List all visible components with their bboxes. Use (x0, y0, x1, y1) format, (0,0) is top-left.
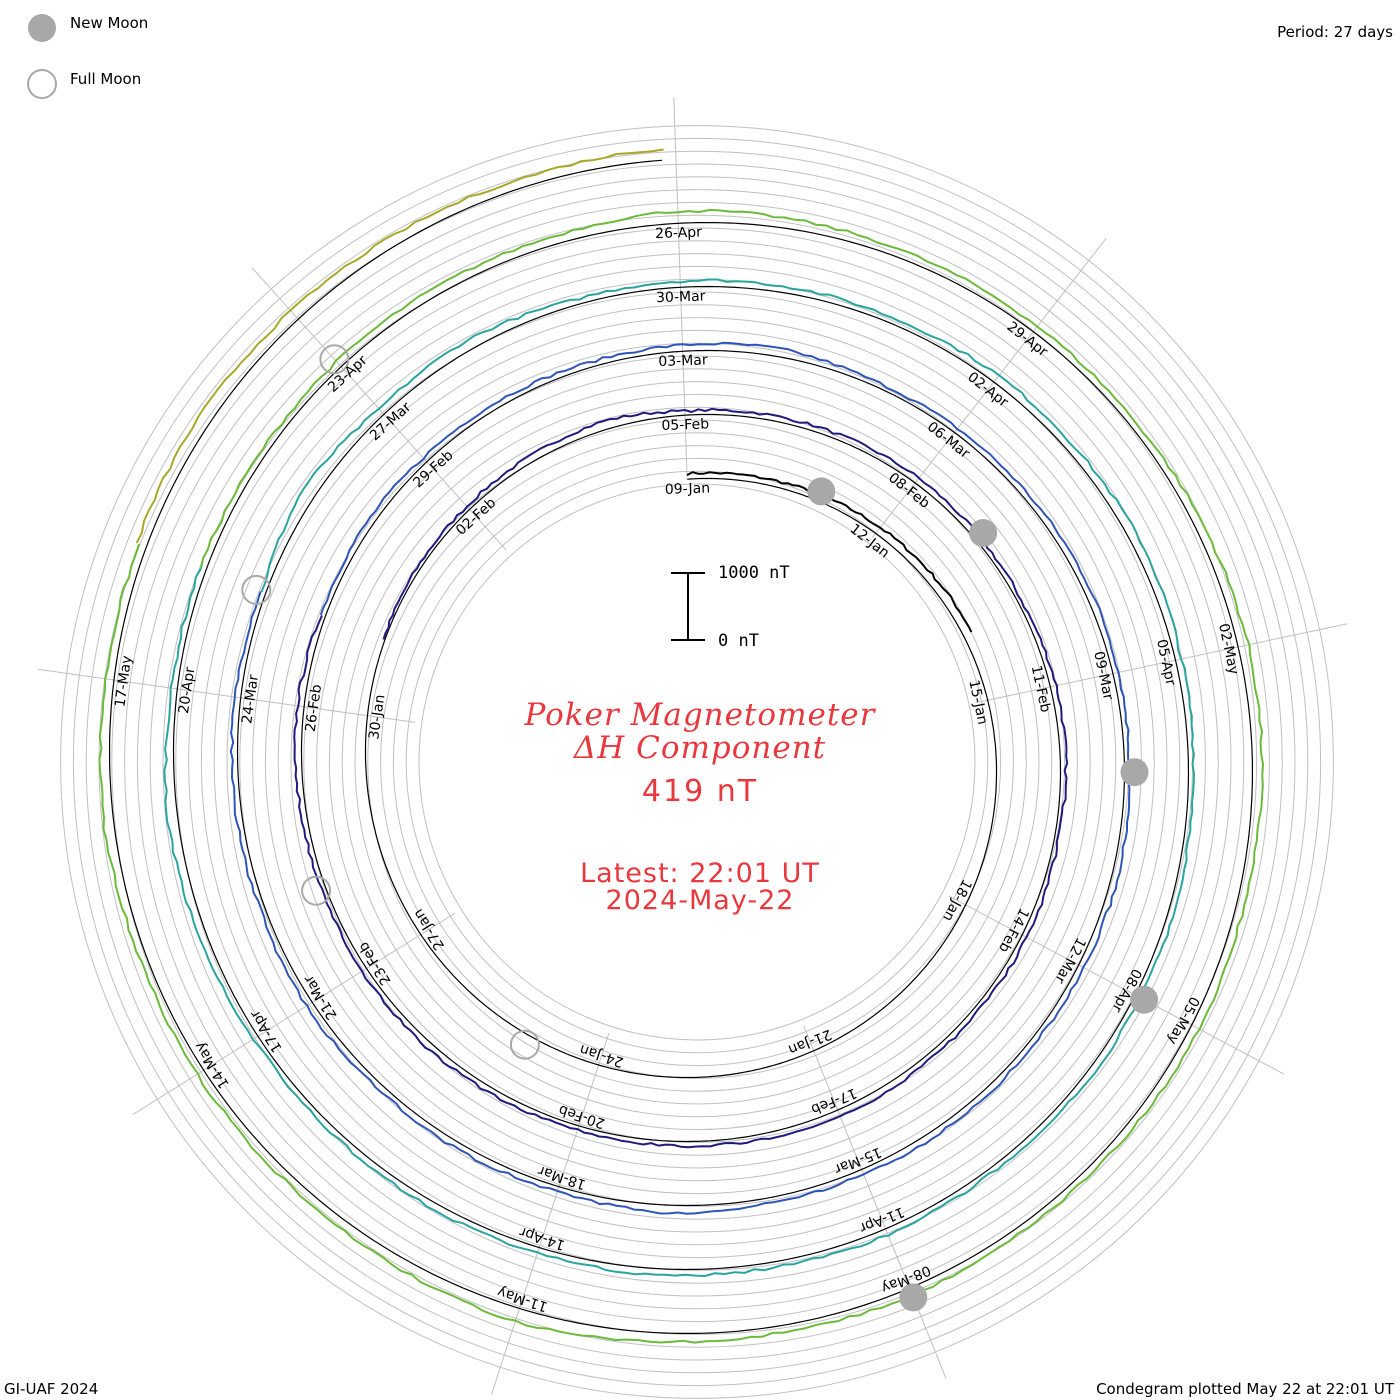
date-label: 20-Apr (176, 666, 198, 715)
new-moon-legend-icon (28, 14, 56, 42)
legend-new-moon-label: New Moon (70, 14, 149, 32)
date-label: 29-Feb (410, 447, 456, 491)
legend-markers (27, 14, 57, 99)
legend-full-moon-label: Full Moon (70, 70, 142, 88)
grid-ring (354, 419, 1040, 1105)
credit-label: GI-UAF 2024 (4, 1380, 99, 1398)
current-value: 419 nT (641, 774, 759, 809)
new-moon-marker (1120, 758, 1149, 787)
date-label: 05-May (1164, 994, 1202, 1047)
grid-ring (277, 342, 1117, 1182)
grid-ring (316, 381, 1078, 1143)
full-moon-marker (319, 344, 350, 375)
new-moon-marker (807, 477, 836, 506)
series-trace-5 (98, 208, 1264, 1344)
latest-date: 2024-May-22 (605, 885, 795, 916)
date-label: 03-Mar (658, 352, 708, 370)
baseline-spiral (109, 159, 1253, 1334)
grid-ring (72, 137, 1322, 1387)
period-label: Period: 27 days (1277, 23, 1393, 41)
grid-ring (341, 406, 1053, 1118)
spoke-line (38, 668, 415, 723)
grid-ring (60, 125, 1334, 1399)
scale-bar (671, 572, 705, 641)
scale-top-label: 1000 nT (718, 563, 790, 583)
grid-ring (239, 304, 1155, 1220)
grid-ring (380, 445, 1014, 1079)
date-label: 02-Feb (453, 495, 499, 539)
new-moon-marker (1130, 985, 1159, 1014)
grid-ring (392, 457, 1002, 1067)
grid-ring (367, 432, 1027, 1092)
chart-title: Poker Magnetometer (524, 697, 876, 733)
latest-time: Latest: 22:01 UT (580, 858, 820, 889)
grid-ring (175, 240, 1219, 1284)
grid-ring (290, 355, 1104, 1169)
date-label: 05-Feb (661, 416, 709, 434)
spoke-line (975, 623, 1348, 704)
grid-ring (328, 393, 1066, 1131)
spoke-line (132, 912, 456, 1115)
date-label: 12-Mar (1051, 935, 1088, 986)
grid-ring (136, 201, 1258, 1323)
date-labels: 09-Jan12-Jan15-Jan18-Jan21-Jan24-Jan27-J… (112, 224, 1241, 1314)
spoke-lines (38, 97, 1348, 1395)
date-label: 17-Apr (247, 1007, 285, 1055)
spoke-line (948, 895, 1285, 1075)
date-label: 17-May (112, 655, 135, 709)
grid-ring (226, 291, 1168, 1233)
series-traces (98, 148, 1264, 1344)
date-label: 30-Mar (656, 288, 706, 306)
baseline-spiral-path (109, 159, 1253, 1334)
full-moon-marker (241, 574, 272, 605)
new-moon-marker (969, 519, 998, 547)
date-label: 24-Mar (239, 673, 262, 724)
new-moon-marker (899, 1283, 928, 1312)
scale-bottom-label: 0 nT (718, 631, 759, 651)
date-label: 26-Feb (303, 683, 325, 733)
series-trace-2 (293, 407, 1069, 1149)
grid-ring (188, 253, 1206, 1271)
date-label: 09-Jan (665, 480, 711, 498)
grid-ring (124, 189, 1270, 1335)
moon-markers (241, 344, 1159, 1312)
grid-ring (418, 483, 976, 1041)
date-label: 26-Apr (655, 224, 703, 242)
full-moon-legend-icon (27, 69, 57, 99)
grid-layer (60, 125, 1334, 1399)
grid-ring (162, 227, 1232, 1297)
spoke-line (803, 1026, 947, 1379)
chart-subtitle: ΔH Component (573, 730, 827, 766)
plotted-timestamp: Condegram plotted May 22 at 22:01 UT (1096, 1380, 1394, 1398)
date-label: 30-Jan (366, 694, 388, 741)
series-trace-1 (686, 471, 973, 633)
series-trace-6 (135, 148, 664, 544)
grid-ring (213, 278, 1181, 1246)
grid-ring (303, 368, 1091, 1156)
grid-ring (85, 150, 1309, 1374)
grid-ring (111, 176, 1283, 1348)
grid-ring (149, 214, 1245, 1310)
spoke-line (491, 1032, 610, 1395)
full-moon-marker (301, 875, 332, 906)
grid-ring (405, 470, 989, 1054)
spoke-line (872, 237, 1107, 538)
series-trace-3 (229, 341, 1131, 1215)
full-moon-marker (509, 1029, 540, 1060)
series-trace-4 (163, 278, 1195, 1277)
